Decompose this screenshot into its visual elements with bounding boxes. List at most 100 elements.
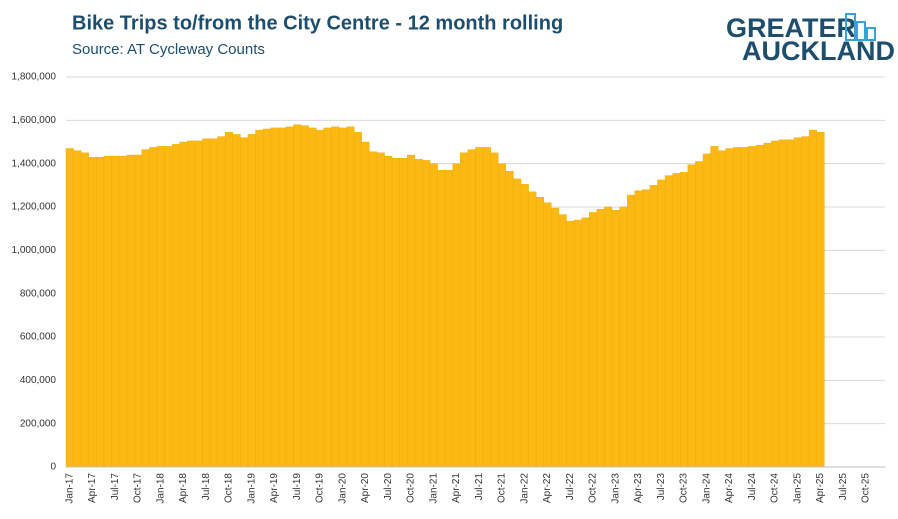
bar: [323, 127, 332, 468]
bar: [551, 207, 560, 468]
bar: [331, 126, 340, 468]
bar: [649, 185, 658, 468]
bar: [566, 220, 575, 468]
x-tick-label: Oct-21: [497, 473, 508, 503]
bar: [247, 134, 256, 468]
bar: [278, 127, 287, 468]
x-tick-label: Oct-25: [861, 473, 872, 503]
bar: [149, 147, 158, 468]
x-tick-label: Apr-20: [360, 473, 371, 503]
chart-subtitle: Source: AT Cycleway Counts: [72, 41, 265, 58]
bar: [482, 147, 491, 468]
logo-icon: [866, 27, 876, 41]
logo: GREATER AUCKLAND: [726, 13, 895, 66]
bar: [771, 140, 780, 468]
bar: [156, 146, 165, 468]
bar: [346, 126, 355, 468]
bar: [793, 137, 802, 468]
bar: [513, 178, 522, 468]
bar: [664, 175, 673, 468]
bar: [391, 158, 400, 468]
x-tick-label: Jul-18: [201, 473, 212, 501]
x-tick-label: Jan-23: [610, 473, 621, 504]
x-tick-label: Oct-17: [133, 473, 144, 503]
bar: [308, 127, 317, 468]
x-tick-label: Jul-17: [110, 473, 121, 501]
bar: [520, 184, 529, 468]
x-tick-label: Jul-25: [838, 473, 849, 501]
bar: [407, 154, 416, 468]
y-tick-label: 800,000: [20, 288, 57, 299]
bar: [642, 189, 651, 468]
bar: [384, 155, 393, 468]
bar: [733, 147, 742, 468]
x-tick-label: Jan-22: [519, 473, 530, 504]
bar: [96, 156, 105, 468]
bar: [695, 161, 704, 468]
bar: [80, 152, 89, 468]
bar: [755, 145, 764, 468]
bar: [589, 212, 598, 468]
bar: [801, 136, 810, 468]
bar: [543, 202, 552, 468]
bar: [498, 163, 507, 468]
bar: [88, 156, 97, 468]
bar: [740, 147, 749, 468]
bar: [786, 139, 795, 468]
bar: [710, 146, 719, 468]
bar: [725, 148, 734, 468]
x-tick-label: Jul-22: [565, 473, 576, 501]
bar: [535, 197, 544, 468]
bar: [118, 155, 127, 468]
bar: [369, 151, 378, 468]
bar: [240, 137, 249, 468]
bar: [414, 159, 423, 468]
bar: [816, 132, 825, 468]
bar: [361, 141, 370, 468]
y-tick-label: 1,800,000: [12, 72, 57, 83]
bar: [209, 138, 218, 468]
bar: [604, 206, 613, 468]
y-tick-label: 1,400,000: [12, 158, 57, 169]
bar: [338, 127, 347, 468]
x-tick-label: Oct-22: [588, 473, 599, 503]
bar: [293, 124, 302, 468]
bar: [452, 163, 461, 468]
x-tick-label: Jan-19: [246, 473, 257, 504]
y-tick-label: 600,000: [20, 332, 57, 343]
x-tick-label: Jan-20: [337, 473, 348, 504]
bar: [573, 219, 582, 468]
bar: [717, 150, 726, 468]
bar: [657, 179, 666, 468]
y-tick-label: 1,600,000: [12, 115, 57, 126]
bar: [808, 129, 817, 468]
x-tick-label: Jul-21: [474, 473, 485, 501]
bar: [611, 210, 620, 468]
x-tick-label: Jan-24: [701, 473, 712, 504]
bar: [217, 136, 226, 468]
x-tick-label: Jul-24: [747, 473, 758, 501]
bar: [619, 206, 628, 468]
x-tick-label: Apr-25: [815, 473, 826, 503]
bar: [270, 127, 279, 468]
bar: [687, 164, 696, 468]
logo-text: GREATER: [726, 13, 856, 43]
y-tick-label: 400,000: [20, 375, 57, 386]
bar: [171, 143, 180, 468]
bar: [778, 139, 787, 468]
x-tick-label: Apr-24: [724, 473, 735, 503]
y-tick-label: 200,000: [20, 418, 57, 429]
bar: [202, 138, 211, 468]
bar: [444, 169, 453, 468]
x-tick-label: Jul-23: [656, 473, 667, 501]
bar: [748, 146, 757, 468]
y-tick-label: 1,200,000: [12, 202, 57, 213]
x-tick-label: Apr-23: [633, 473, 644, 503]
bar: [164, 146, 173, 468]
bar: [126, 154, 135, 468]
x-tick-label: Apr-21: [451, 473, 462, 503]
bar: [285, 126, 294, 468]
bar: [225, 132, 234, 468]
bar: [429, 163, 438, 468]
